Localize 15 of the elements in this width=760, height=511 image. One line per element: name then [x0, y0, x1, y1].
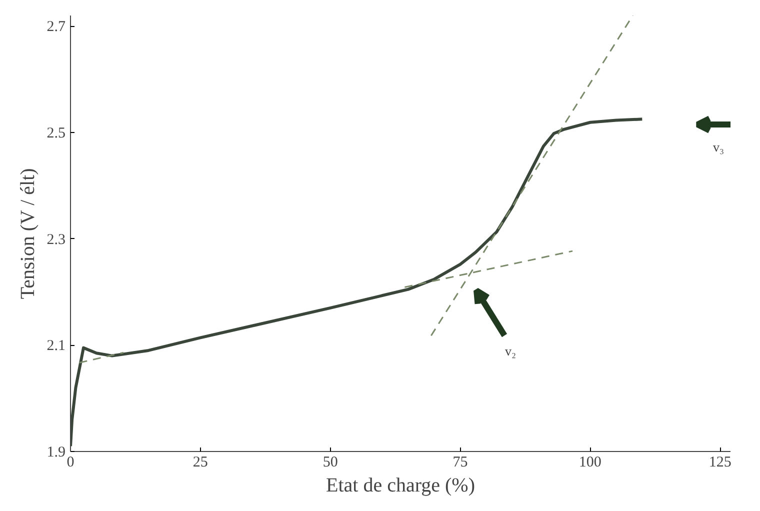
y-tick-label: 2.3 — [46, 232, 66, 248]
y-tick-label: 2.7 — [46, 19, 66, 36]
y-axis-title: Tension (V / élt) — [16, 168, 39, 300]
x-tick-label: 25 — [192, 454, 208, 470]
x-axis-title: Etat de charge (%) — [326, 474, 476, 496]
x-tick-label: 100 — [578, 454, 602, 470]
y-tick-label: 2.5 — [46, 125, 66, 142]
x-tick-label: 75 — [452, 454, 468, 470]
annotation: v₃ — [712, 140, 724, 154]
x-tick-label: 0 — [66, 454, 74, 470]
x-tick-label: 125 — [708, 454, 732, 470]
y-tick-label: 2.1 — [46, 338, 66, 354]
annotation: v₂ — [504, 344, 516, 358]
x-tick-label: 50 — [322, 454, 338, 470]
y-tick-label: 1.9 — [46, 444, 66, 460]
